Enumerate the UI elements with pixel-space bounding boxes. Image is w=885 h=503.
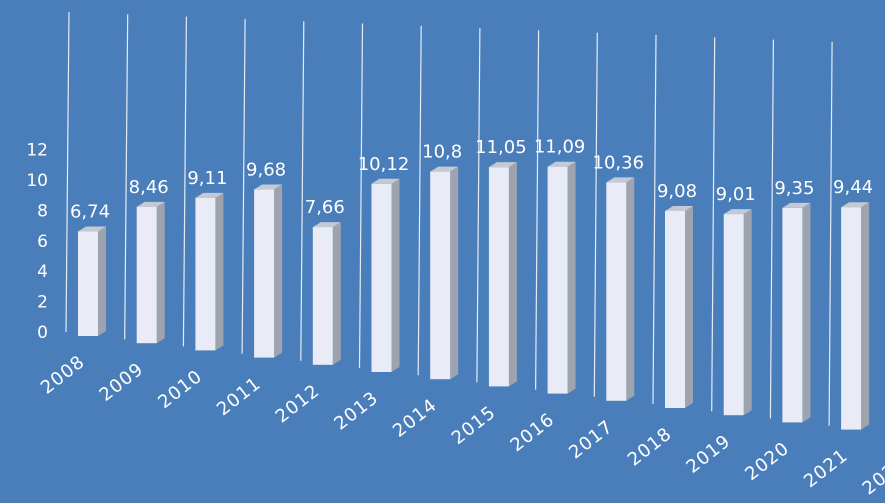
bar-side — [861, 202, 870, 430]
x-tick-label: 2021 — [800, 445, 852, 492]
bars: 6,74 8,46 9,11 9,68 7,66 10,12 10,8 11,05 11,09 1… — [70, 137, 873, 430]
bar — [841, 207, 862, 430]
bar-top — [547, 161, 576, 167]
bar-top — [488, 162, 517, 168]
bar-top — [78, 226, 106, 232]
y-tick-label: 2 — [37, 293, 48, 313]
bar-side — [391, 178, 400, 372]
x-tick-label: 2014 — [389, 395, 441, 442]
data-label: 9,01 — [716, 184, 756, 205]
data-label: 9,35 — [774, 178, 814, 199]
gridline — [769, 39, 775, 419]
data-label: 10,12 — [358, 154, 410, 175]
x-tick-label: 2020 — [741, 438, 793, 485]
bar-top — [782, 202, 811, 208]
bar-side — [685, 205, 693, 408]
gridline — [65, 11, 70, 333]
data-label: 6,74 — [70, 202, 110, 223]
y-tick-label: 8 — [37, 201, 48, 221]
gridline — [241, 18, 246, 354]
bar — [254, 189, 275, 358]
data-label: 11,09 — [534, 137, 586, 158]
x-tick-label: 2012 — [272, 380, 324, 427]
bar-top — [665, 205, 693, 211]
gridline — [124, 14, 129, 340]
y-tick-label: 6 — [37, 232, 48, 252]
bar-side — [332, 222, 341, 365]
y-tick-label: 12 — [26, 141, 48, 161]
bar-top — [430, 166, 459, 172]
bar — [195, 197, 216, 351]
gridlines — [65, 11, 833, 426]
bar-side — [626, 177, 635, 401]
x-tick-label: 2015 — [448, 402, 500, 449]
x-tick-label: 2016 — [506, 409, 558, 456]
bar-side — [743, 209, 752, 416]
bar-side — [450, 166, 459, 380]
y-axis-ticks: 0 2 4 6 8 10 12 — [26, 141, 48, 343]
gridline — [476, 28, 481, 383]
data-label: 9,44 — [833, 177, 873, 198]
y-tick-label: 10 — [26, 171, 48, 191]
gridline — [417, 25, 422, 376]
bar-top — [723, 209, 752, 215]
x-tick-label: 2017 — [565, 416, 617, 463]
gridline — [182, 16, 187, 347]
data-label: 8,46 — [129, 177, 169, 198]
bar-top — [136, 201, 165, 207]
bar-top — [195, 192, 224, 198]
x-axis-ticks: 2008 2009 2010 2011 2012 2013 2014 2015 2016 2017… — [37, 351, 885, 499]
bar-side — [156, 201, 165, 344]
bar — [723, 214, 744, 416]
bar-side — [98, 226, 106, 336]
data-label: 10,8 — [422, 142, 462, 163]
gridline — [828, 41, 833, 426]
data-label: 10,36 — [593, 152, 645, 173]
bar-top — [371, 178, 400, 184]
x-tick-label: 2009 — [96, 359, 148, 406]
x-tick-label: 2010 — [154, 366, 206, 413]
bar — [312, 227, 333, 365]
bar — [782, 207, 803, 423]
bar-side — [802, 202, 811, 423]
bar — [665, 210, 685, 408]
data-label: 9,68 — [246, 160, 286, 181]
x-tick-label: 2018 — [624, 423, 676, 470]
bar-side — [215, 192, 224, 351]
y-tick-label: 4 — [37, 262, 48, 282]
gridline — [593, 32, 598, 397]
bar — [430, 171, 451, 380]
bar-top — [312, 222, 341, 228]
bar-top — [841, 202, 870, 208]
gridline — [711, 37, 716, 412]
x-tick-label: 2008 — [37, 351, 89, 398]
gridline — [652, 34, 657, 405]
bar-side — [274, 184, 283, 358]
gridline — [534, 30, 540, 390]
bar — [78, 231, 98, 336]
bar — [136, 206, 157, 344]
x-tick-label: 2013 — [330, 387, 382, 434]
bar-side — [567, 161, 576, 394]
bar — [547, 166, 568, 394]
bar-top — [606, 177, 635, 183]
x-tick-label: 2022 — [859, 452, 885, 499]
data-label: 9,11 — [187, 168, 227, 189]
bar — [488, 167, 509, 387]
y-tick-label: 0 — [37, 323, 48, 343]
gridline — [358, 23, 364, 369]
data-label: 11,05 — [475, 137, 527, 158]
data-label: 9,08 — [657, 181, 697, 202]
x-tick-label: 2019 — [683, 431, 735, 478]
bar — [371, 183, 392, 372]
data-label: 7,66 — [305, 197, 345, 218]
x-tick-label: 2011 — [213, 373, 265, 420]
bar-top — [254, 184, 283, 190]
bar-side — [508, 162, 517, 387]
gridline — [300, 21, 305, 361]
bar — [606, 182, 627, 401]
